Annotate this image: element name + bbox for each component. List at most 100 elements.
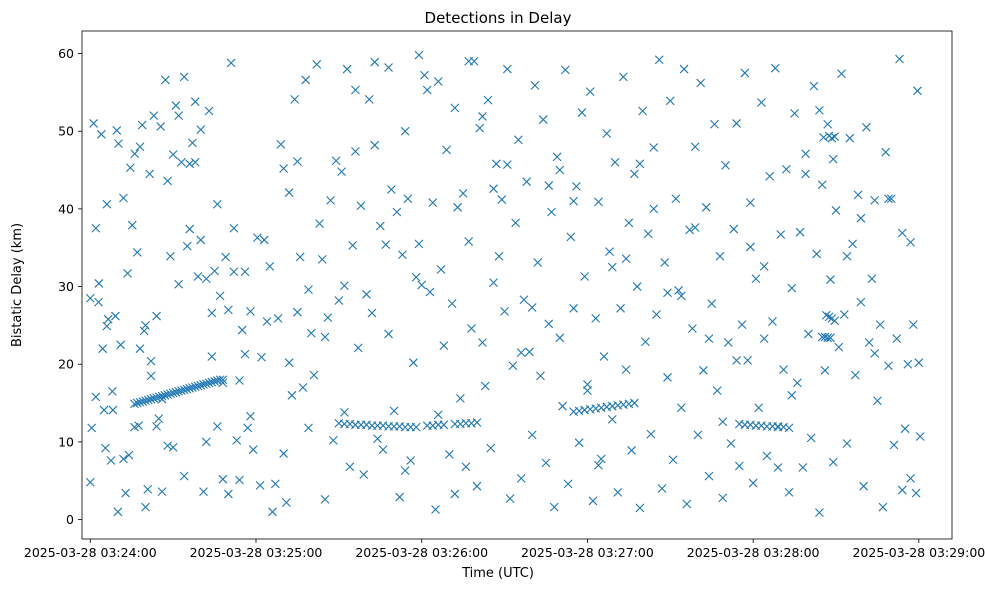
data-point: [215, 375, 225, 385]
data-point: [284, 358, 294, 368]
data-point: [334, 296, 344, 305]
data-point: [795, 227, 805, 237]
data-point: [135, 397, 145, 407]
data-point: [121, 488, 131, 498]
data-point: [779, 365, 788, 375]
data-point: [174, 387, 184, 396]
y-tick-label: 10: [58, 434, 74, 449]
data-point: [826, 333, 835, 343]
data-point: [161, 75, 170, 85]
data-point: [165, 389, 175, 399]
data-point: [787, 390, 797, 400]
data-point: [671, 194, 681, 204]
data-point: [420, 70, 429, 80]
data-point: [679, 64, 689, 74]
data-point: [185, 224, 195, 234]
data-point: [201, 274, 211, 284]
data-point: [91, 223, 101, 233]
data-point: [326, 195, 335, 205]
data-point: [87, 423, 97, 433]
data-point: [663, 373, 672, 382]
data-point: [798, 463, 808, 472]
data-point: [304, 285, 313, 295]
data-point: [489, 184, 498, 194]
data-point: [751, 274, 761, 284]
data-point: [819, 133, 828, 142]
data-point: [182, 241, 192, 251]
data-point: [315, 219, 324, 229]
data-point: [668, 455, 678, 465]
data-point: [188, 383, 197, 392]
data-point: [114, 139, 123, 149]
data-point: [560, 65, 570, 75]
data-point: [270, 479, 280, 489]
x-tick-label: 2025-03-28 03:27:00: [521, 545, 654, 560]
data-point: [859, 481, 869, 491]
data-point: [320, 332, 330, 342]
data-point: [433, 410, 443, 420]
data-point: [508, 361, 518, 371]
data-point: [830, 132, 840, 142]
data-point: [803, 329, 813, 339]
data-point: [215, 291, 225, 301]
data-point: [646, 429, 656, 439]
data-point: [444, 449, 454, 459]
data-point: [826, 275, 835, 284]
data-point: [174, 111, 184, 121]
data-point: [190, 97, 200, 107]
data-point: [304, 423, 313, 433]
data-point: [718, 417, 728, 427]
data-point: [232, 435, 242, 445]
data-point: [914, 358, 924, 368]
data-point: [729, 224, 739, 234]
data-point: [867, 274, 877, 284]
data-point: [569, 196, 579, 206]
data-point: [660, 258, 670, 267]
data-point: [895, 54, 904, 64]
data-point: [690, 223, 700, 232]
data-point: [828, 154, 838, 164]
data-point: [436, 265, 446, 274]
data-point: [130, 422, 139, 432]
data-point: [837, 69, 846, 79]
data-point: [784, 423, 794, 433]
data-point: [632, 282, 642, 291]
data-point: [123, 268, 132, 278]
y-axis: 0 10 20 30 40 50 60: [58, 46, 82, 527]
data-point: [201, 379, 211, 389]
data-point: [861, 122, 871, 132]
data-point: [373, 434, 382, 444]
data-point: [530, 80, 540, 90]
data-point: [770, 63, 780, 73]
data-point: [301, 75, 311, 85]
data-point: [229, 267, 239, 277]
data-point: [431, 505, 440, 514]
data-point: [759, 261, 769, 271]
data-point: [541, 458, 551, 468]
data-point: [453, 202, 463, 212]
data-point: [464, 237, 474, 246]
data-point: [676, 291, 686, 301]
data-point: [812, 249, 822, 259]
data-point: [257, 352, 266, 362]
data-point: [199, 487, 208, 497]
data-point: [762, 451, 772, 461]
data-point: [502, 160, 512, 169]
data-point: [577, 108, 587, 117]
data-point: [196, 380, 206, 390]
data-point: [809, 81, 819, 91]
data-point: [563, 479, 573, 489]
data-point: [146, 371, 156, 381]
data-point: [502, 64, 512, 74]
data-point: [629, 398, 639, 408]
data-point: [594, 197, 603, 207]
data-point: [483, 95, 493, 105]
data-point: [516, 474, 526, 483]
data-point: [806, 433, 816, 443]
data-point: [99, 405, 109, 415]
data-point: [776, 230, 786, 239]
data-point: [91, 392, 101, 402]
data-point: [897, 485, 907, 495]
data-point: [712, 386, 722, 396]
data-point: [522, 177, 532, 187]
